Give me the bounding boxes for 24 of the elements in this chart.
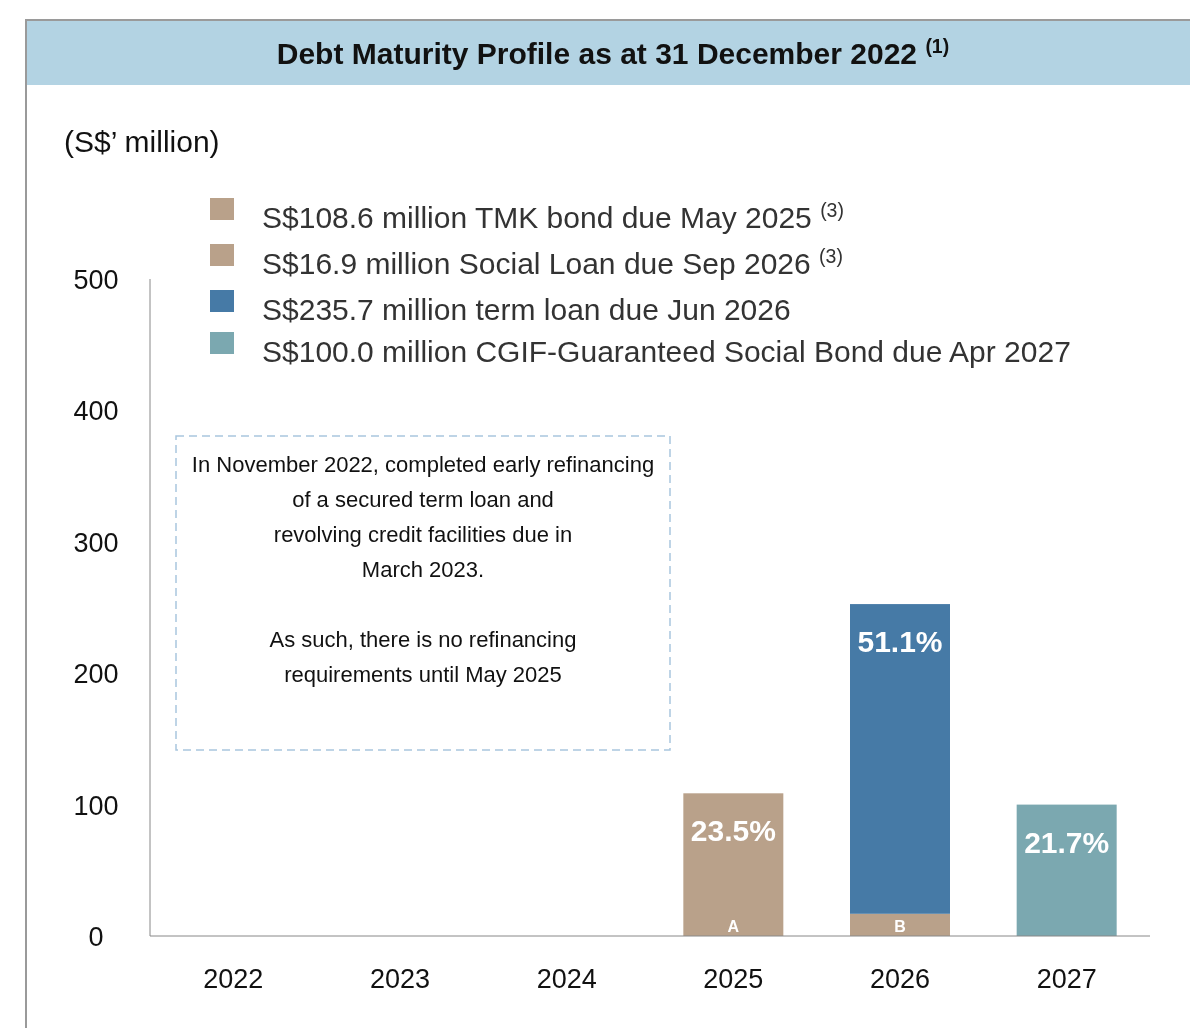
annotation: 21.7% [1024, 825, 1110, 859]
x-tick-label: 2025 [703, 964, 764, 994]
x-tick-label: 2022 [203, 964, 264, 994]
annotation: 51.1% [857, 625, 943, 659]
x-tick-label: 2024 [536, 964, 597, 994]
y-tick-label: 300 [73, 527, 119, 558]
x-tick-label: 2027 [1036, 964, 1097, 994]
legend-label: S$235.7 million term loan due Jun 2026 [262, 293, 791, 326]
chart-title: Debt Maturity Profile as at 31 December 2022 $^{(1)}$ [276, 35, 950, 70]
annotation: B [894, 918, 906, 935]
annotation: 23.5% [690, 814, 776, 848]
x-tick-label: 2023 [369, 964, 431, 994]
y-axis-title: (S$’ million) [64, 125, 220, 158]
y-tick-label: 0 [88, 922, 104, 952]
legend-label: S$108.6 million TMK bond due May 2025 $^{(3)}$ [262, 199, 844, 234]
legend-label: S$100.0 million CGIF-Guaranteed Social Bond due Apr 2027 [262, 335, 1071, 368]
text: In November 2022, completed early refinancing of a secured term loan and revolving credit facilities due in March 2023. As such, there is no refinancing requirements until May 2025 [191, 452, 655, 687]
legend-label: S$16.9 million Social Loan due Sep 2026 $^{(3)}$ [262, 245, 843, 280]
y-tick-label: 500 [73, 265, 119, 295]
y-tick-label: 100 [73, 790, 119, 821]
annotation: A [727, 918, 740, 935]
y-tick-label: 200 [73, 659, 119, 690]
x-tick-label: 2026 [869, 964, 931, 994]
y-tick-label: 400 [73, 396, 119, 427]
